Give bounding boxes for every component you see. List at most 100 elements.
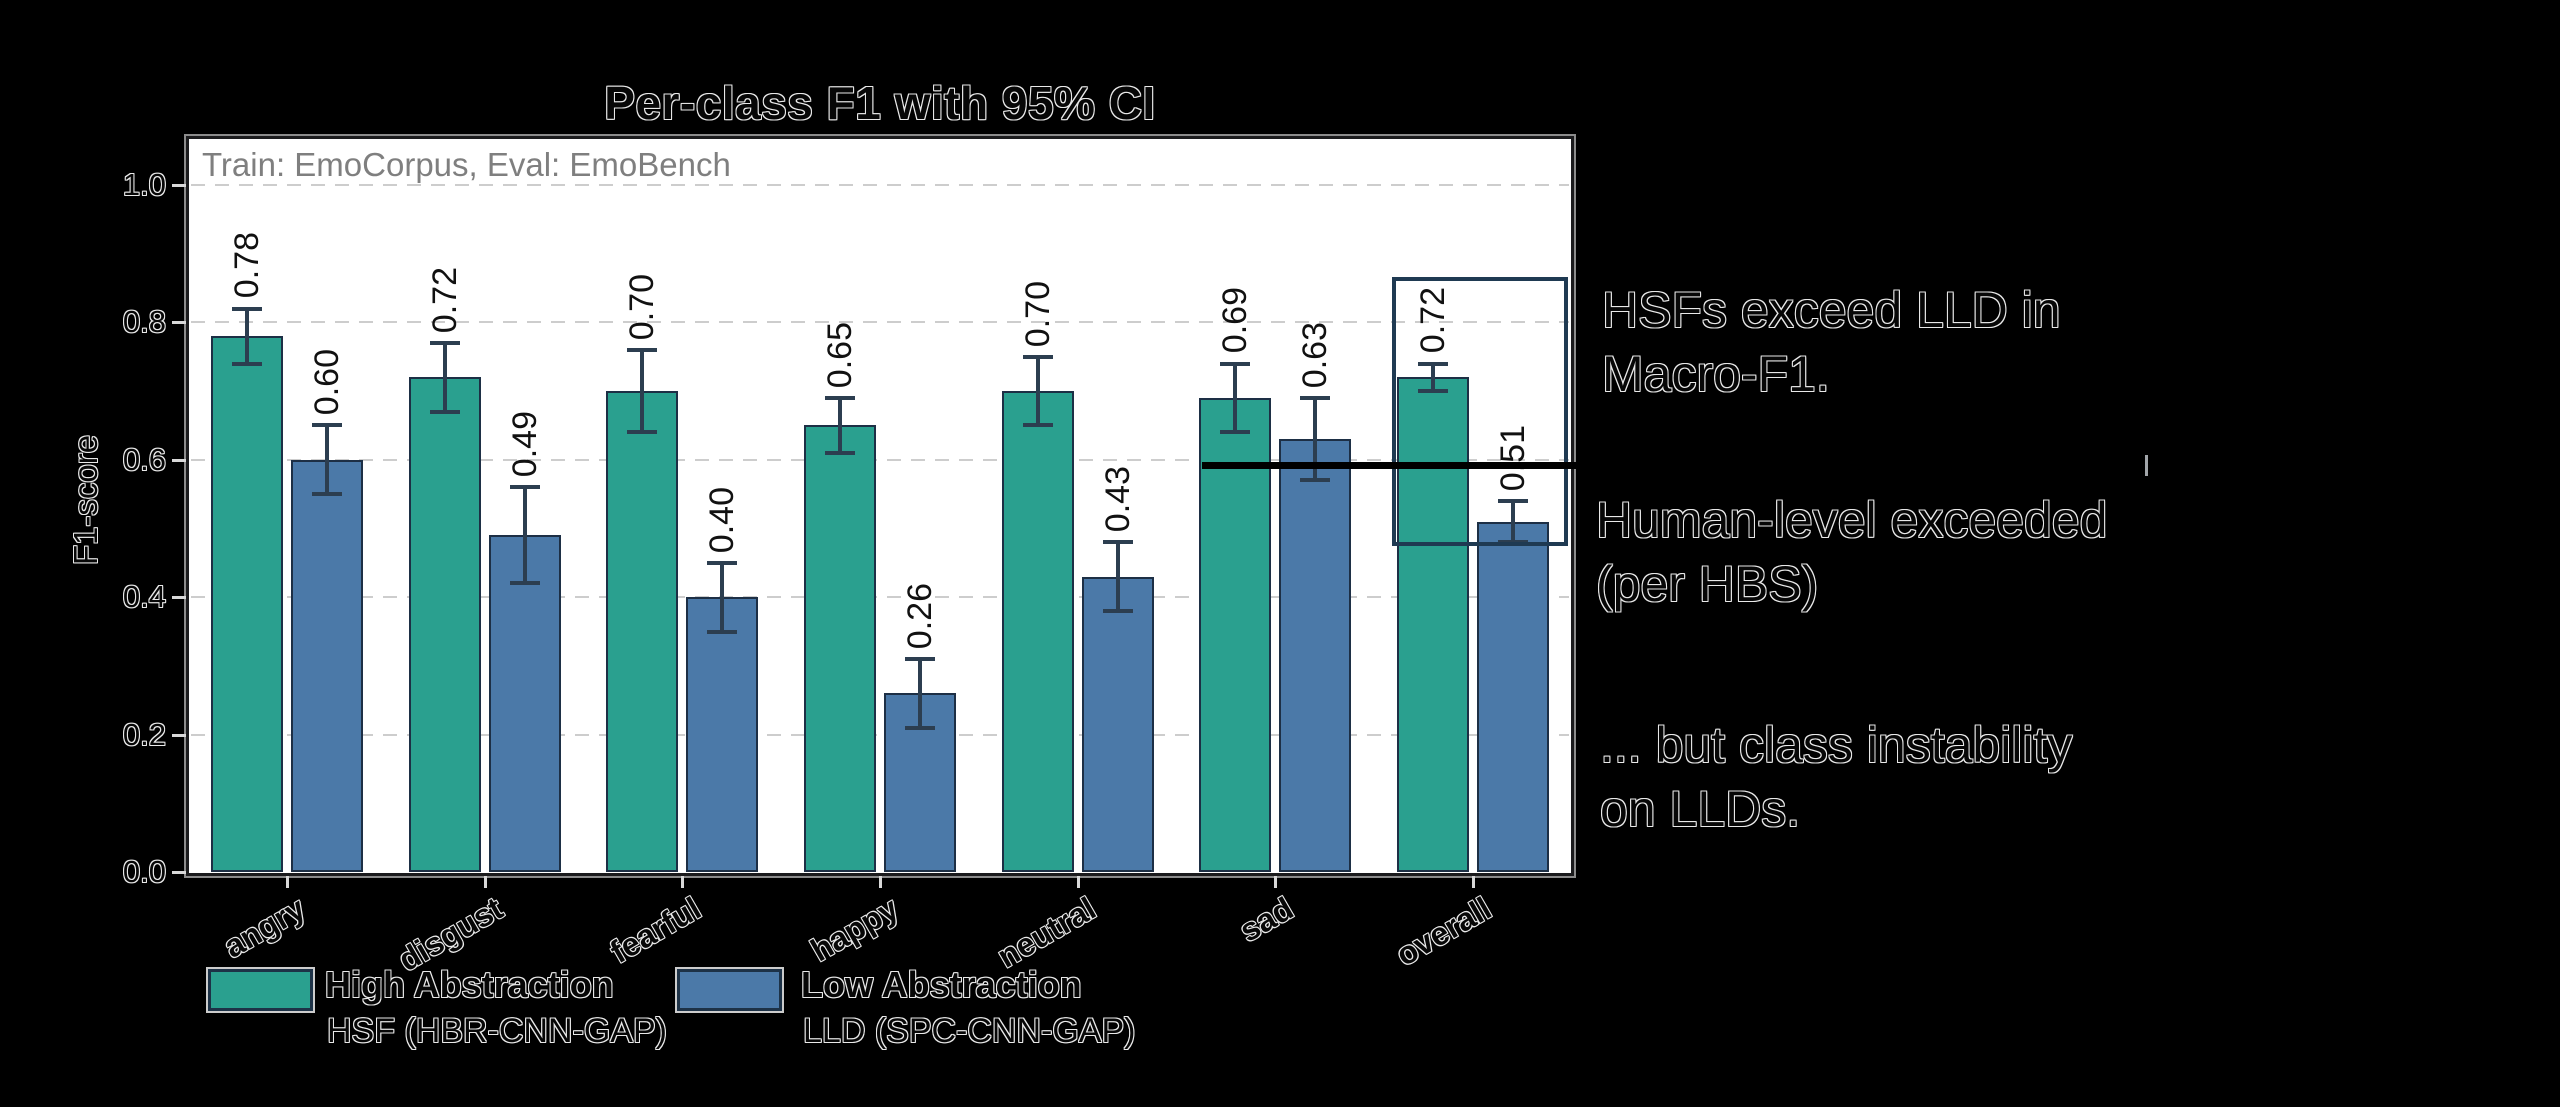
x-tick-mark-sad — [1274, 876, 1278, 888]
error-cap-low-angry-low-abstraction — [311, 492, 342, 497]
error-cap-low-sad-low-abstraction — [1300, 478, 1331, 483]
error-cap-high-neutral-high-abstraction — [1022, 354, 1053, 359]
x-tick-mark-disgust — [483, 876, 487, 888]
value-label-fearful-high-abstraction: 0.70 — [623, 273, 662, 340]
x-tick-label-happy: happy — [804, 890, 904, 969]
error-cap-low-happy-low-abstraction — [905, 725, 935, 730]
error-cap-high-disgust-low-abstraction — [509, 485, 540, 490]
value-label-disgust-low-abstraction: 0.49 — [505, 411, 544, 478]
train-eval-caption: Train: EmoCorpus, Eval: EmoBench — [202, 146, 731, 183]
gridline-0.2 — [191, 733, 1569, 736]
value-label-angry-low-abstraction: 0.60 — [307, 349, 346, 416]
error-cap-low-neutral-high-abstraction — [1022, 423, 1053, 428]
gridline-1.0 — [191, 184, 1569, 186]
x-tick-mark-overall — [1472, 876, 1476, 888]
plot-area — [186, 136, 1574, 876]
error-stem-happy-high-abstraction — [838, 397, 842, 453]
y-tick-mark-0.0 — [172, 871, 186, 874]
x-tick-label-angry: angry — [217, 890, 311, 965]
bar-overall-low-abstraction — [1477, 521, 1550, 872]
value-label-happy-high-abstraction: 0.65 — [821, 321, 859, 388]
error-cap-low-overall-high-abstraction — [1418, 389, 1449, 394]
annotation-hsf-exceeds-lld: HSFs exceed LLD in Macro-F1. — [1602, 282, 2061, 402]
value-label-neutral-high-abstraction: 0.70 — [1018, 280, 1057, 347]
error-stem-disgust-low-abstraction — [522, 487, 527, 584]
y-tick-label-0.4: 0.4 — [122, 579, 166, 615]
error-cap-low-angry-high-abstraction — [231, 361, 262, 366]
bar-happy-high-abstraction — [804, 425, 876, 872]
error-cap-high-disgust-high-abstraction — [429, 341, 460, 345]
value-label-disgust-high-abstraction: 0.72 — [425, 266, 464, 334]
value-label-sad-low-abstraction: 0.63 — [1296, 321, 1335, 388]
error-cap-low-sad-high-abstraction — [1220, 430, 1251, 435]
annotation-human-level-exceeded: Human-level exceeded (per HBS) — [1596, 492, 2108, 612]
bar-fearful-high-abstraction — [606, 391, 679, 872]
x-tick-label-neutral: neutral — [991, 890, 1102, 975]
error-cap-low-happy-high-abstraction — [825, 450, 855, 455]
y-tick-label-0.0: 0.0 — [122, 854, 166, 889]
legend-sublabel-hsf: HSF (HBR-CNN-GAP) — [327, 1012, 667, 1050]
gridline-0.4 — [191, 596, 1569, 599]
error-stem-neutral-low-abstraction — [1115, 542, 1120, 611]
x-tick-label-sad: sad — [1233, 890, 1300, 949]
error-cap-high-sad-low-abstraction — [1300, 395, 1331, 400]
error-cap-low-disgust-low-abstraction — [509, 581, 540, 586]
error-stem-disgust-high-abstraction — [442, 343, 447, 412]
y-tick-mark-0.8 — [172, 321, 186, 325]
bar-angry-high-abstraction — [210, 336, 283, 872]
gridline-0.6 — [191, 458, 1569, 461]
error-cap-high-happy-low-abstraction — [905, 657, 935, 662]
bar-neutral-low-abstraction — [1081, 576, 1154, 872]
value-label-angry-high-abstraction: 0.78 — [227, 232, 266, 299]
gridline-0.8 — [191, 321, 1569, 324]
value-label-sad-high-abstraction: 0.69 — [1216, 287, 1255, 354]
y-tick-mark-0.2 — [172, 733, 186, 737]
bar-overall-high-abstraction — [1397, 377, 1470, 872]
error-cap-high-overall-high-abstraction — [1418, 361, 1449, 366]
bar-sad-high-abstraction — [1199, 397, 1272, 872]
chart-title: Per-class F1 with 95% CI — [604, 77, 1156, 129]
x-tick-mark-angry — [285, 876, 289, 888]
bar-neutral-high-abstraction — [1001, 391, 1074, 872]
error-cap-high-angry-low-abstraction — [311, 423, 342, 428]
error-stem-overall-high-abstraction — [1431, 363, 1436, 392]
error-stem-angry-low-abstraction — [324, 425, 329, 495]
y-tick-label-0.6: 0.6 — [122, 441, 166, 477]
error-cap-high-fearful-low-abstraction — [707, 560, 738, 565]
error-cap-low-neutral-low-abstraction — [1102, 608, 1133, 613]
error-stem-overall-low-abstraction — [1511, 501, 1516, 543]
bar-disgust-low-abstraction — [488, 535, 561, 872]
error-stem-happy-low-abstraction — [918, 659, 922, 728]
error-cap-high-angry-high-abstraction — [231, 306, 262, 311]
bar-angry-low-abstraction — [290, 459, 363, 872]
error-cap-low-fearful-low-abstraction — [707, 629, 738, 634]
bar-disgust-high-abstraction — [408, 377, 481, 872]
error-cap-low-fearful-high-abstraction — [627, 430, 658, 435]
value-label-neutral-low-abstraction: 0.43 — [1098, 466, 1137, 533]
value-label-happy-low-abstraction: 0.26 — [901, 582, 939, 650]
legend-label-high-abstraction: High Abstraction — [325, 964, 614, 1005]
legend-sublabel-lld: LLD (SPC-CNN-GAP) — [803, 1012, 1136, 1050]
legend-label-low-abstraction: Low Abstraction — [801, 964, 1082, 1005]
error-cap-low-disgust-high-abstraction — [429, 409, 460, 414]
x-tick-label-overall: overall — [1389, 890, 1498, 973]
x-tick-label-fearful: fearful — [603, 890, 707, 971]
error-stem-fearful-high-abstraction — [640, 349, 645, 433]
annotation-class-instability: ... but class instability on LLDs. — [1600, 717, 2073, 837]
error-stem-sad-high-abstraction — [1233, 363, 1238, 433]
x-tick-mark-happy — [879, 876, 882, 888]
y-tick-mark-0.4 — [172, 596, 186, 600]
error-cap-high-sad-high-abstraction — [1220, 361, 1251, 366]
value-label-fearful-low-abstraction: 0.40 — [703, 486, 742, 553]
error-stem-sad-low-abstraction — [1313, 397, 1318, 481]
y-tick-label-0.8: 0.8 — [122, 304, 166, 340]
error-stem-neutral-high-abstraction — [1035, 356, 1040, 426]
y-tick-mark-0.6 — [172, 458, 186, 462]
y-tick-mark-1.0 — [172, 184, 186, 187]
legend-swatch-low-abstraction — [677, 969, 782, 1011]
error-stem-angry-high-abstraction — [244, 308, 249, 364]
human-baseline-line-endcap — [2145, 455, 2148, 476]
error-cap-high-overall-low-abstraction — [1498, 499, 1529, 504]
overall-highlight-box — [1392, 277, 1568, 546]
